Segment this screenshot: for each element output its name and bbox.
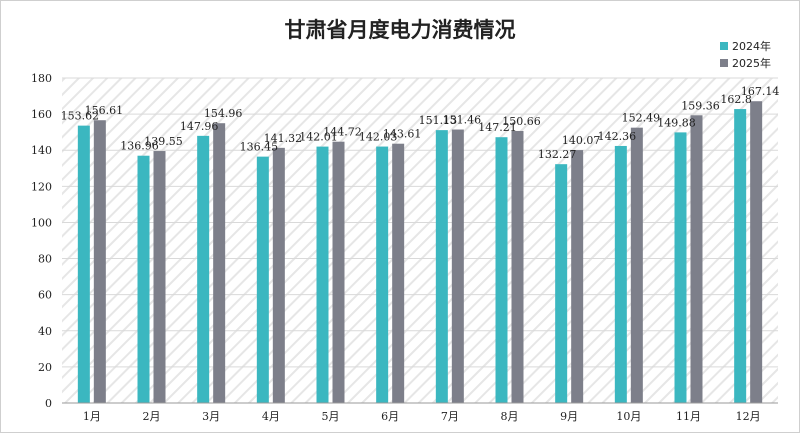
legend-label-2024: 2024年 (732, 40, 771, 53)
bar-2025 (332, 141, 345, 403)
data-label: 147.96 (180, 120, 219, 133)
data-label: 159.36 (681, 99, 720, 112)
data-label: 142.03 (359, 131, 398, 144)
bar-2025 (690, 115, 703, 404)
x-tick-label: 6月 (381, 410, 399, 423)
data-label: 142.01 (299, 131, 338, 144)
data-label: 149.88 (657, 116, 696, 129)
data-label: 150.66 (502, 115, 541, 128)
bar-2025 (93, 120, 106, 404)
data-label: 142.36 (598, 130, 637, 143)
bar-2024 (77, 125, 90, 403)
data-label: 141.32 (264, 132, 303, 145)
bar-2024 (614, 145, 627, 403)
bar-2025 (750, 101, 763, 403)
bar-2024 (197, 135, 210, 403)
x-tick-label: 3月 (202, 410, 220, 423)
legend-item-2024: 2024年 (720, 38, 771, 54)
x-tick-label: 12月 (736, 410, 761, 423)
chart-title: 甘肃省月度电力消费情况 (284, 18, 516, 42)
bar-2024 (316, 146, 329, 403)
bar-2024 (674, 132, 687, 403)
data-label: 156.61 (85, 104, 124, 117)
data-label: 151.13 (419, 114, 458, 127)
y-tick-label: 60 (38, 289, 52, 302)
bar-2024 (435, 130, 448, 403)
data-label: 143.61 (383, 128, 422, 141)
y-tick-label: 20 (38, 361, 52, 374)
y-tick-label: 80 (38, 253, 52, 266)
x-tick-label: 5月 (322, 410, 340, 423)
x-tick-label: 9月 (560, 410, 578, 423)
data-label: 136.45 (240, 141, 279, 154)
data-label: 136.96 (120, 140, 159, 153)
x-tick-label: 8月 (501, 410, 519, 423)
bar-2024 (734, 109, 747, 404)
axes: 0 20 40 60 80 100 120 140 160 180 1月 2月 3月 4月 5月 6月 7月 8月… (31, 72, 778, 423)
legend-swatch-2024 (720, 42, 728, 50)
legend-label-2025: 2025年 (732, 57, 771, 70)
data-label: 147.21 (478, 121, 517, 134)
data-label: 162.8 (720, 93, 752, 106)
legend-item-2025: 2025年 (720, 55, 771, 71)
x-tick-label: 1月 (83, 410, 101, 423)
y-tick-label: 160 (31, 108, 52, 121)
x-tick-label: 11月 (676, 410, 701, 423)
bar-2025 (630, 127, 643, 403)
bar-2025 (511, 130, 524, 403)
bar-2024 (555, 164, 568, 403)
data-label: 144.72 (323, 126, 362, 139)
bar-2024 (256, 156, 269, 403)
data-label: 140.07 (562, 134, 601, 147)
bar-2025 (392, 143, 405, 403)
y-tick-label: 100 (31, 216, 52, 229)
x-tick-label: 2月 (143, 410, 161, 423)
y-tick-label: 140 (31, 144, 52, 157)
bars (77, 101, 763, 404)
data-label: 139.55 (144, 135, 183, 148)
bar-2024 (376, 146, 389, 403)
legend-swatch-2025 (720, 59, 728, 67)
y-tick-label: 40 (38, 325, 52, 338)
plot-background (62, 78, 778, 403)
bar-2025 (571, 150, 584, 403)
bar-2024 (137, 155, 150, 403)
bar-2024 (495, 137, 508, 403)
bar-2025 (213, 123, 226, 403)
y-tick-label: 120 (31, 180, 52, 193)
data-label: 153.62 (61, 110, 100, 123)
data-label: 152.49 (622, 112, 661, 125)
data-label: 167.14 (741, 85, 780, 98)
bar-2025 (451, 129, 464, 403)
y-tick-label: 180 (31, 72, 52, 85)
x-tick-label: 7月 (441, 410, 459, 423)
data-label: 151.46 (443, 114, 482, 127)
data-label: 154.96 (204, 107, 243, 120)
data-label: 132.27 (538, 148, 577, 161)
bar-2025 (153, 151, 166, 403)
x-tick-label: 10月 (616, 410, 641, 423)
x-tick-label: 4月 (262, 410, 280, 423)
bar-2025 (272, 147, 285, 403)
y-tick-label: 0 (45, 397, 52, 410)
